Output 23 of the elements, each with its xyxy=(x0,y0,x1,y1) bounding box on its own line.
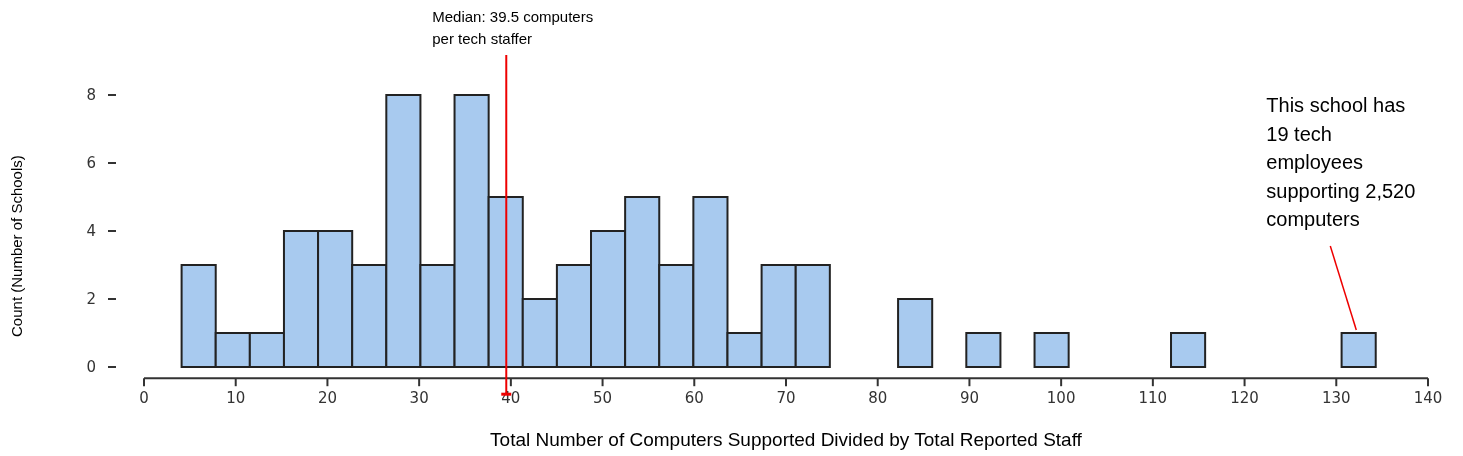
x-tick-label: 20 xyxy=(317,389,337,408)
x-tick-label: 100 xyxy=(1046,389,1076,408)
x-tick-label: 140 xyxy=(1413,389,1443,408)
y-tick-label: 2 xyxy=(86,290,96,308)
y-tick-label: 4 xyxy=(86,222,96,240)
x-tick-label: 30 xyxy=(409,389,429,408)
x-tick-label: 130 xyxy=(1321,389,1351,408)
annotation: This school has 19 tech employees supporting 2,520 computers xyxy=(1266,94,1416,230)
x-tick-label: 10 xyxy=(226,389,246,408)
x-tick-label: 120 xyxy=(1230,389,1259,408)
x-tick-label: 50 xyxy=(593,389,613,408)
y-tick-label: 0 xyxy=(86,358,96,376)
x-tick-label: 110 xyxy=(1138,389,1168,408)
x-axis-title: Total Number of Computers Supported Divided by Total Reported Staff xyxy=(490,429,1083,450)
y-axis-title: Count (Number of Schools) xyxy=(8,155,25,337)
y-tick-label: 6 xyxy=(86,154,96,172)
x-tick-label: 90 xyxy=(959,389,979,408)
x-tick-label: 60 xyxy=(684,389,704,408)
ref-line-label: Median: 39.5 computers per tech staffer xyxy=(432,8,594,47)
y-tick-label: 8 xyxy=(86,86,96,104)
x-tick-label: 80 xyxy=(868,389,888,408)
x-tick-label: 0 xyxy=(139,389,149,408)
x-tick-label: 70 xyxy=(776,389,796,408)
